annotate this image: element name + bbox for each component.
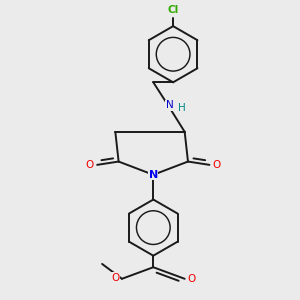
Text: O: O: [188, 274, 196, 284]
Text: O: O: [213, 160, 221, 170]
Text: O: O: [111, 273, 119, 283]
Text: N: N: [149, 170, 158, 180]
Text: Cl: Cl: [167, 4, 179, 15]
Text: N: N: [166, 100, 174, 110]
Text: H: H: [178, 103, 186, 113]
Text: O: O: [86, 160, 94, 170]
